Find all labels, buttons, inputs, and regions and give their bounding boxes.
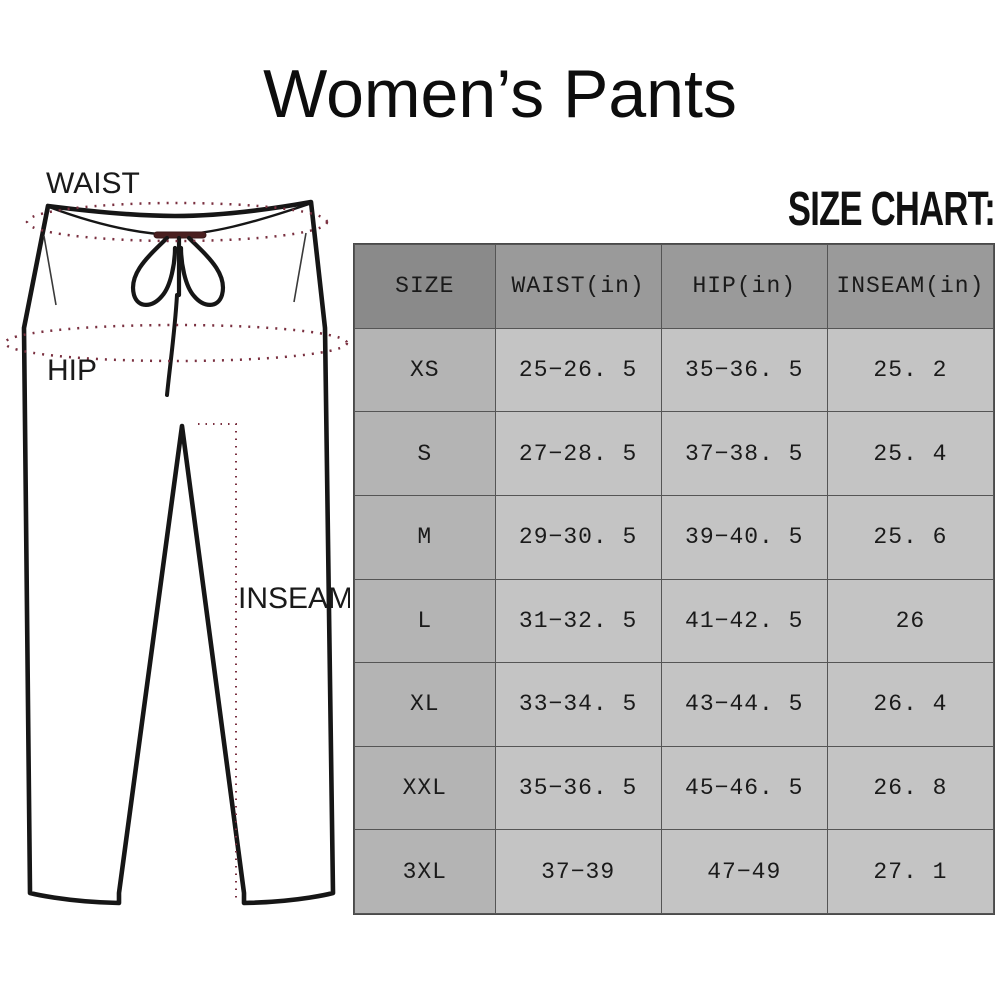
svg-text:HIP: HIP [47, 354, 97, 387]
svg-text:INSEAM: INSEAM [238, 582, 350, 615]
svg-text:WAIST: WAIST [46, 167, 140, 200]
